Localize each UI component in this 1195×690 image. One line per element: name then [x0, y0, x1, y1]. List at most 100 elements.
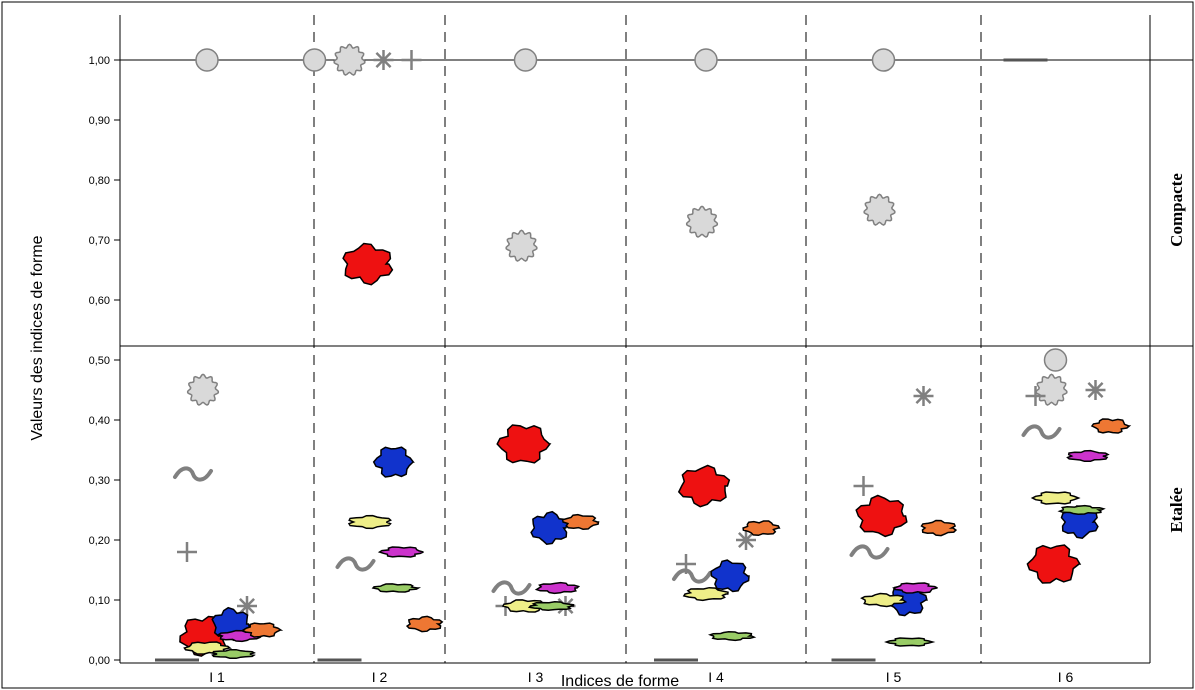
- marker-basin-red: [496, 424, 552, 464]
- marker-tilde: [173, 466, 213, 482]
- basin-marker: [242, 622, 284, 638]
- marker-basin-yellow: [1030, 491, 1081, 505]
- category-dividers: [313, 15, 982, 663]
- tilde-marker: [491, 580, 532, 596]
- y-tick-label: 0,70: [89, 235, 110, 247]
- basin-marker: [561, 513, 600, 530]
- wavy-circle-marker: [863, 193, 896, 226]
- tilde-marker: [1021, 424, 1062, 440]
- marker-basin-red: [1026, 544, 1082, 584]
- marker-basin-blue: [710, 559, 750, 593]
- basin-marker: [342, 242, 394, 286]
- marker-tilde: [335, 556, 376, 572]
- tilde-marker: [849, 544, 890, 560]
- basin-marker: [677, 464, 731, 508]
- marker-basin-green: [527, 601, 575, 612]
- y-axis-title: Valeurs des indices de forme: [29, 235, 46, 440]
- marker-asterisk: [237, 596, 257, 616]
- basin-marker: [1026, 544, 1082, 584]
- marker-basin-orange: [1090, 418, 1132, 434]
- marker-basin-yellow: [347, 514, 392, 530]
- marker-basin-magenta: [377, 546, 424, 558]
- asterisk-marker: [736, 530, 756, 550]
- tilde-marker: [173, 466, 213, 482]
- basin-marker: [372, 446, 415, 478]
- marker-basin-green: [707, 630, 757, 642]
- marker-wavy-circle: [1035, 373, 1068, 406]
- marker-asterisk: [913, 386, 934, 406]
- marker-basin-orange: [242, 622, 284, 638]
- plus-marker: [676, 554, 696, 574]
- basin-marker: [860, 592, 908, 608]
- marker-circle: [1043, 348, 1068, 372]
- circle-marker: [1043, 348, 1068, 372]
- marker-basin-red: [855, 494, 908, 538]
- marker-basin-red: [342, 242, 394, 286]
- marker-basin-blue: [530, 510, 570, 545]
- y-tick-label: 0,30: [89, 475, 110, 487]
- y-tick-label: 1,00: [89, 55, 110, 67]
- asterisk-marker: [373, 50, 394, 70]
- basin-marker: [530, 510, 570, 545]
- marker-plus: [676, 554, 696, 574]
- plus-marker: [1025, 386, 1046, 406]
- marker-asterisk: [1085, 380, 1106, 400]
- asterisk-marker: [1085, 380, 1106, 400]
- y-tick-label: 0,80: [89, 175, 110, 187]
- wavy-circle-marker: [1035, 373, 1068, 406]
- y-tick-label: 0,20: [89, 535, 110, 547]
- basin-marker: [742, 520, 781, 537]
- marker-wavy-circle: [186, 373, 220, 406]
- marker-basin-green: [1057, 504, 1106, 516]
- basin-marker: [371, 583, 422, 593]
- marker-asterisk: [373, 50, 394, 70]
- basin-marker: [1057, 504, 1106, 516]
- y-tick-label: 0,90: [89, 115, 110, 127]
- marker-plus: [853, 476, 874, 496]
- zone-label-etalee: Etalée: [1167, 487, 1186, 533]
- plus-marker: [401, 50, 422, 70]
- marker-basin-magenta: [534, 581, 581, 595]
- category-label: I 2: [372, 669, 388, 685]
- basin-marker: [534, 581, 581, 595]
- y-tick-label: 0,10: [89, 595, 110, 607]
- basin-marker: [855, 494, 908, 538]
- basin-marker: [892, 582, 938, 594]
- marker-basin-yellow: [860, 592, 908, 608]
- marker-basin-green: [884, 637, 936, 647]
- zone-label-compacte: Compacte: [1167, 173, 1186, 247]
- marker-plus: [401, 50, 422, 70]
- category-label: I 5: [886, 669, 902, 685]
- basin-marker: [211, 648, 256, 660]
- marker-circle: [871, 48, 896, 72]
- basin-marker: [377, 546, 424, 558]
- basin-marker: [884, 637, 936, 647]
- marker-tilde: [849, 544, 890, 560]
- basin-marker: [710, 559, 750, 593]
- marker-basin-orange: [405, 615, 444, 633]
- asterisk-marker: [237, 596, 257, 616]
- wavy-circle-marker: [333, 43, 366, 76]
- y-axis: 0,00 0,10 0,20 0,30 0,40 0,50 0,60 0,70 0,80 0,90…: [89, 55, 120, 667]
- basin-marker: [347, 514, 392, 530]
- circle-marker: [871, 48, 896, 72]
- basin-marker: [527, 601, 575, 612]
- circle-marker: [513, 48, 538, 72]
- basin-marker: [920, 519, 958, 537]
- category-label: I 1: [209, 669, 225, 685]
- marker-asterisk: [736, 530, 756, 550]
- marker-plus: [1025, 386, 1046, 406]
- basin-marker: [496, 424, 552, 464]
- marker-wavy-circle: [505, 229, 538, 262]
- circle-marker: [302, 48, 327, 72]
- marker-tilde: [1021, 424, 1062, 440]
- plus-marker: [177, 542, 197, 562]
- y-tick-label: 0,60: [89, 295, 110, 307]
- marker-basin-orange: [920, 519, 958, 537]
- basin-marker: [682, 586, 729, 602]
- circle-marker: [195, 48, 219, 72]
- marker-basin-green: [211, 648, 256, 660]
- category-label: I 3: [528, 669, 544, 685]
